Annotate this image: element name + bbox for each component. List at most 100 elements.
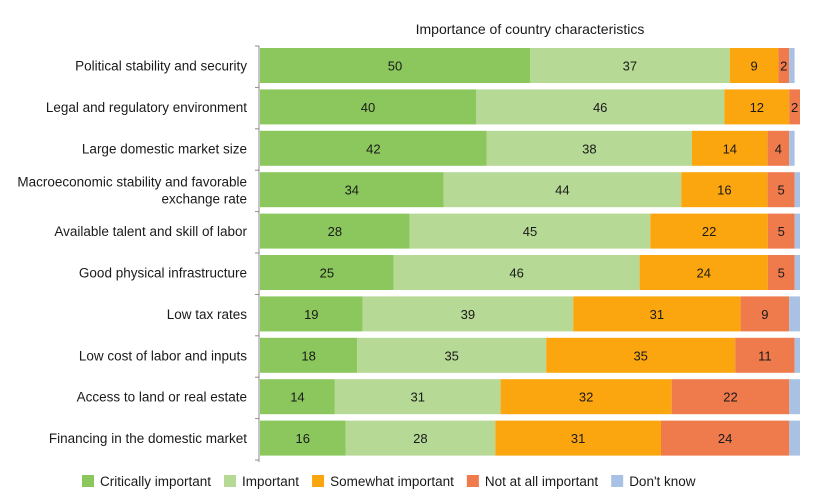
data-label: 37 [623,59,637,74]
bar-segment [334,379,501,415]
bar-segment [260,296,363,332]
data-label: 16 [296,431,310,446]
data-label: 39 [461,307,475,322]
data-label: 44 [555,183,569,198]
bar-segment [724,89,790,125]
category-label: Good physical infrastructure [79,266,247,281]
bar-segment [486,130,692,166]
bar-segment [789,420,800,456]
data-label: 31 [410,390,424,405]
data-label: 11 [758,348,772,363]
category-label: Financing in the domestic market [49,431,247,446]
axis-layer [255,45,260,462]
bar-segment [778,48,790,83]
data-label: 14 [723,141,737,156]
bar-segment [495,420,661,456]
legend-swatch [611,475,624,487]
bar-segment [260,172,444,208]
bar-layer: 50 37 9 240 46 12 242 38 14 434 44 16 528 45 22 525 46 24… [260,48,800,456]
bar-segment [789,48,795,83]
bar-segment [362,296,574,332]
data-label: 2 [791,100,798,115]
data-label: 2 [780,59,787,74]
legend-swatch [466,475,479,487]
bar-segment [260,48,530,83]
bar-segment [639,255,768,290]
bar-segment [409,213,651,249]
bar-segment [650,213,768,249]
bar-segment [573,296,741,332]
data-label: 28 [413,431,427,446]
data-label: 5 [778,224,785,239]
legend-swatch [82,475,94,487]
legend-label: Somewhat important [330,474,454,489]
bar-segment [692,130,768,166]
bar-segment [546,337,736,373]
category-label: Low cost of labor and inputs [79,348,247,363]
data-label: 42 [366,141,380,156]
legend-label: Not at all important [485,474,599,489]
bar-segment [767,213,795,249]
bar-segment [789,130,795,166]
bar-segment [260,379,335,415]
data-label: 46 [593,100,607,115]
data-label: 4 [775,141,782,156]
data-label: 24 [718,431,732,446]
data-label: 12 [750,100,764,115]
category-label: Political stability and security [75,59,247,74]
bar-segment [260,213,410,249]
data-label: 31 [650,307,664,322]
bar-segment [794,172,800,208]
bar-segment [443,172,682,208]
data-label: 31 [571,431,585,446]
data-label: 35 [633,348,647,363]
data-label: 46 [509,266,523,281]
data-label: 22 [723,390,737,405]
bar-segment [767,255,795,290]
legend-label: Important [242,474,299,489]
data-label: 28 [328,224,342,239]
bar-segment [789,379,800,415]
data-label: 34 [345,183,359,198]
bar-segment [393,255,640,290]
bar-segment [740,296,790,332]
category-label: Legal and regulatory environment [46,100,247,115]
bar-segment [767,172,795,208]
data-label: 5 [777,183,784,198]
bar-segment [260,420,346,456]
bar-segment [681,172,768,208]
data-label: 9 [750,59,757,74]
data-label: 16 [717,183,731,198]
bar-segment [794,255,800,290]
bar-segment [789,296,800,332]
bar-segment [660,420,790,456]
bar-segment [260,130,487,166]
data-label: 14 [290,390,304,405]
bar-segment [671,379,790,415]
bar-segment [789,89,800,125]
category-label: Low tax rates [167,307,248,322]
category-labels: Political stability and security Legal an… [17,59,247,447]
category-label: Macroeconomic stability and favorable exc… [17,175,247,207]
data-label: 9 [761,307,768,322]
legend: Critically important Important Somewhat im… [82,474,696,489]
legend-swatch [224,475,237,487]
bar-segment [735,337,795,373]
data-label: 38 [582,141,596,156]
bar-segment [729,48,779,83]
chart-title: Importance of country characteristics [416,21,645,37]
bar-segment [476,89,725,125]
data-label: 45 [523,224,537,239]
data-label: 18 [301,348,315,363]
legend-label: Critically important [100,474,211,489]
bar-segment [794,337,800,373]
bar-segment [345,420,496,456]
data-label: 24 [697,266,711,281]
data-label: 5 [778,266,785,281]
bar-segment [794,213,800,249]
bar-segment [530,48,730,83]
bar-segment [260,337,358,373]
data-label: 50 [388,59,402,74]
bar-segment [767,130,790,166]
